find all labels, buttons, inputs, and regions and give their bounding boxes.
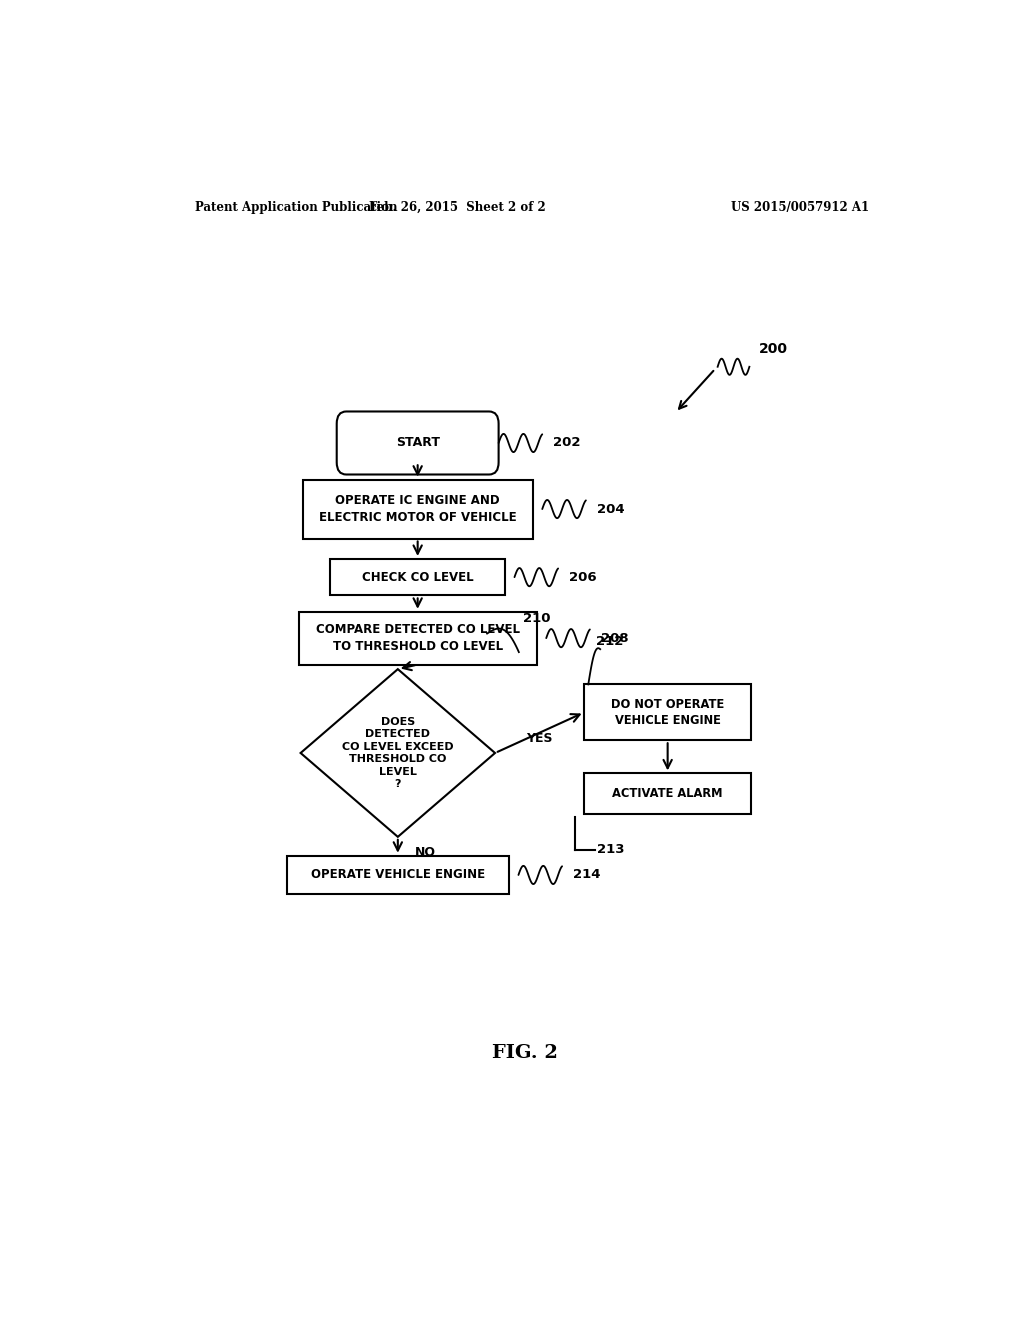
Bar <box>303 479 532 539</box>
Text: 208: 208 <box>601 632 629 644</box>
Text: COMPARE DETECTED CO LEVEL
TO THRESHOLD CO LEVEL: COMPARE DETECTED CO LEVEL TO THRESHOLD C… <box>315 623 519 653</box>
Bar <box>585 774 751 814</box>
Text: DO NOT OPERATE
VEHICLE ENGINE: DO NOT OPERATE VEHICLE ENGINE <box>611 697 724 727</box>
Text: 212: 212 <box>596 635 624 648</box>
Text: ACTIVATE ALARM: ACTIVATE ALARM <box>612 787 723 800</box>
Text: 204: 204 <box>597 503 625 516</box>
Bar <box>299 611 537 664</box>
Text: 213: 213 <box>597 843 625 857</box>
Text: 210: 210 <box>523 612 550 624</box>
Text: NO: NO <box>416 846 436 858</box>
Text: DOES
DETECTED
CO LEVEL EXCEED
THRESHOLD CO
LEVEL
?: DOES DETECTED CO LEVEL EXCEED THRESHOLD … <box>342 717 454 789</box>
FancyBboxPatch shape <box>337 412 499 474</box>
Text: OPERATE VEHICLE ENGINE: OPERATE VEHICLE ENGINE <box>310 869 485 882</box>
Text: 200: 200 <box>759 342 787 356</box>
Text: Patent Application Publication: Patent Application Publication <box>196 201 398 214</box>
Text: Feb. 26, 2015  Sheet 2 of 2: Feb. 26, 2015 Sheet 2 of 2 <box>369 201 546 214</box>
Text: 206: 206 <box>569 570 597 583</box>
Text: OPERATE IC ENGINE AND
ELECTRIC MOTOR OF VEHICLE: OPERATE IC ENGINE AND ELECTRIC MOTOR OF … <box>318 494 516 524</box>
Text: START: START <box>395 437 439 450</box>
Bar <box>585 684 751 741</box>
Text: CHECK CO LEVEL: CHECK CO LEVEL <box>361 570 473 583</box>
Bar <box>331 558 505 595</box>
Bar <box>287 855 509 894</box>
Text: 214: 214 <box>573 869 601 882</box>
Text: US 2015/0057912 A1: US 2015/0057912 A1 <box>731 201 869 214</box>
Text: FIG. 2: FIG. 2 <box>492 1044 558 1061</box>
Text: YES: YES <box>526 731 553 744</box>
Polygon shape <box>301 669 495 837</box>
Text: 202: 202 <box>553 437 581 450</box>
